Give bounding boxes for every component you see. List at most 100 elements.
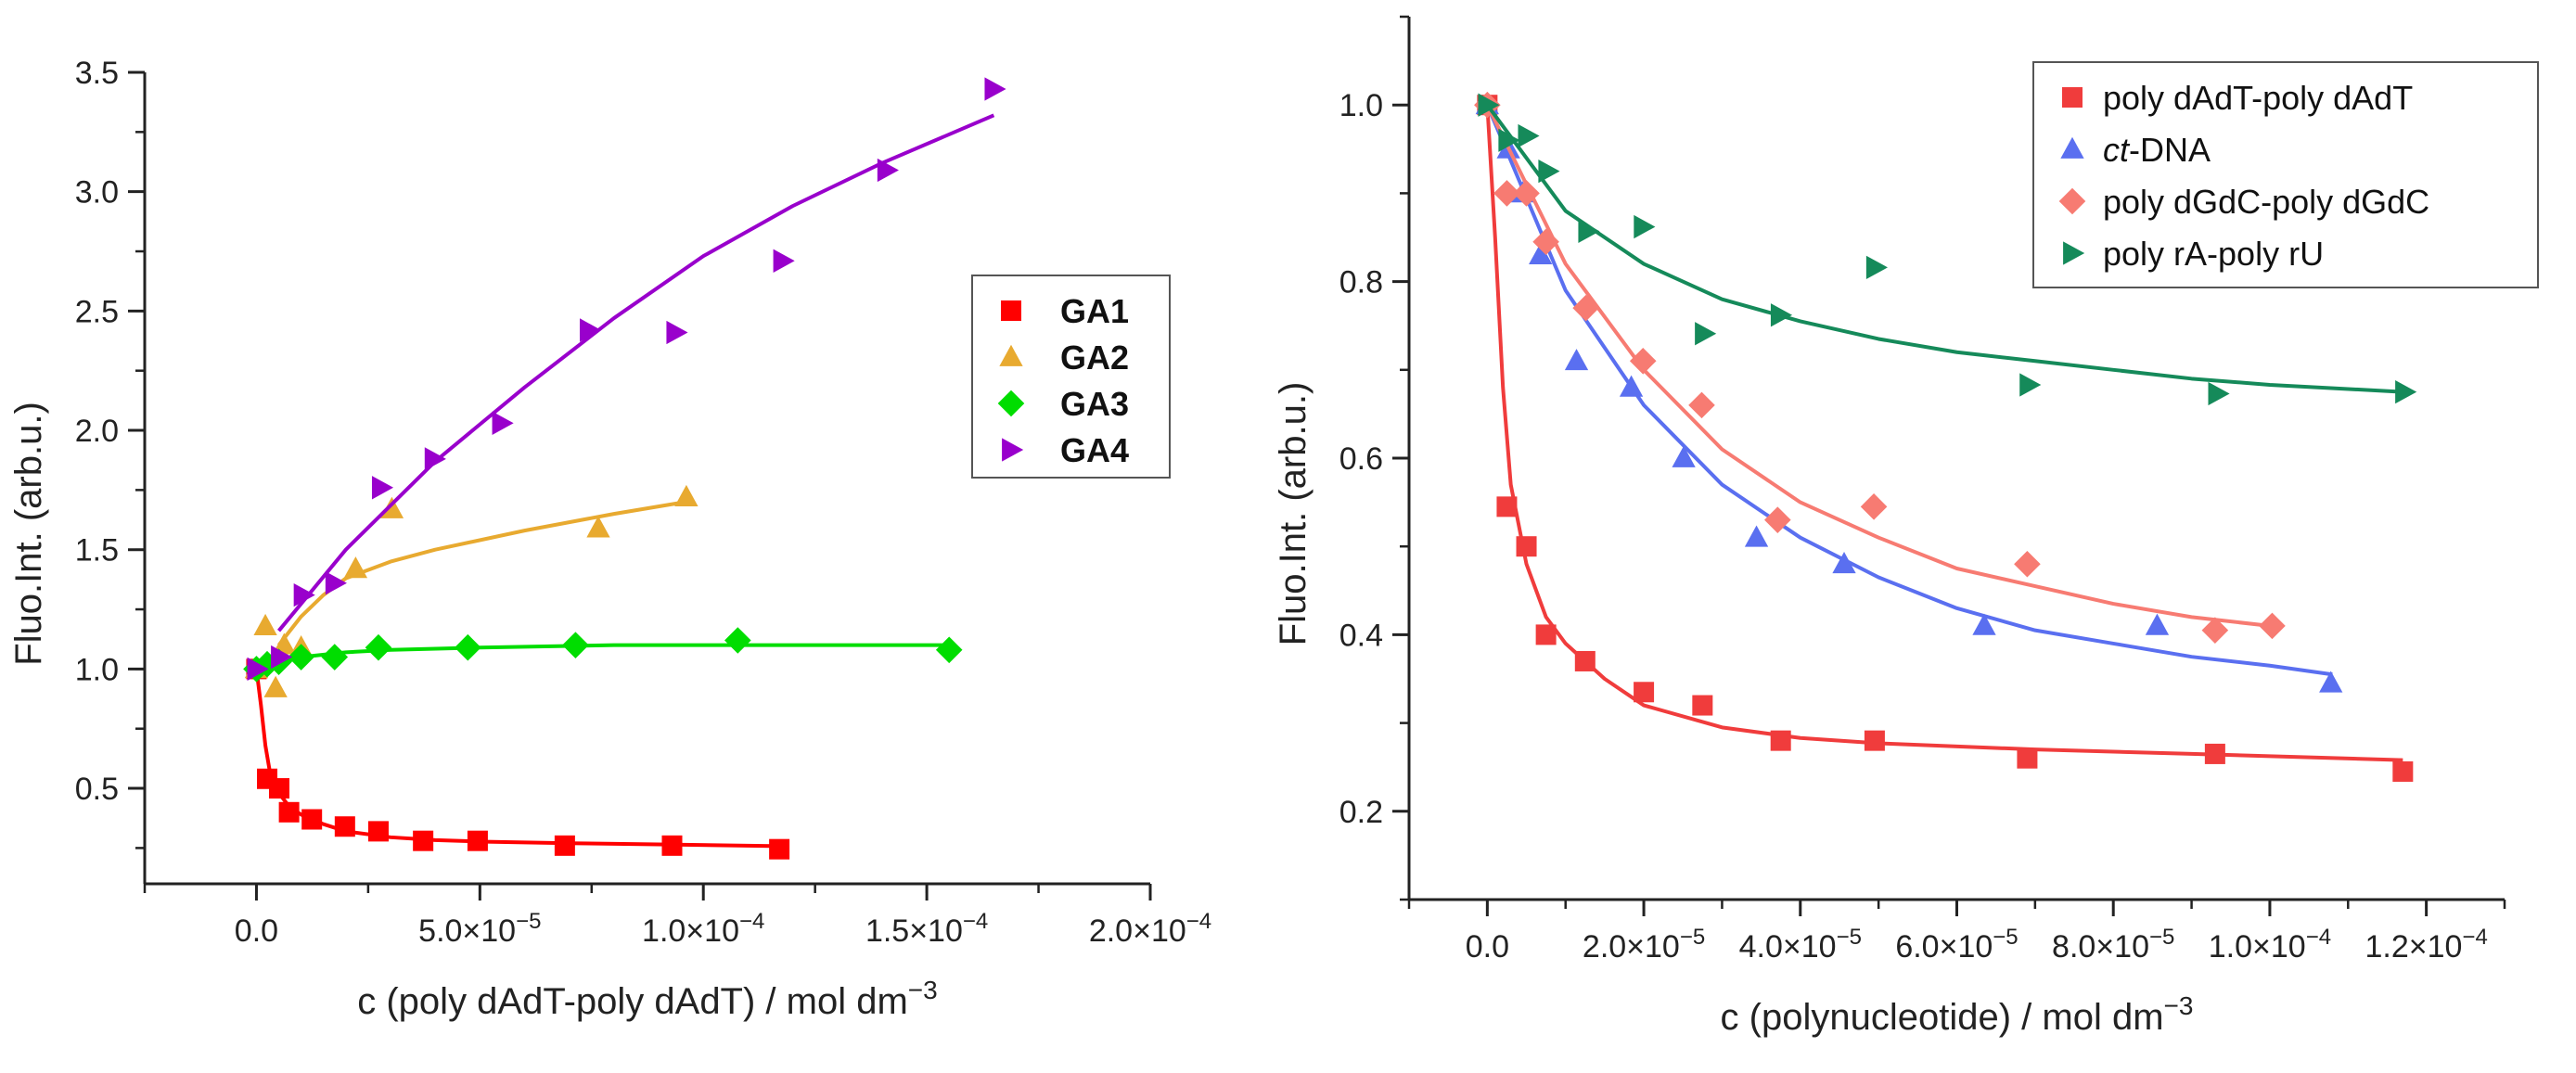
x-axis-title-text: c (poly dAdT-poly dAdT) / mol dm bbox=[357, 981, 908, 1022]
x-tick-label: 1.5×10−4 bbox=[865, 909, 988, 949]
data-point bbox=[1535, 624, 1557, 645]
data-point bbox=[1532, 228, 1559, 256]
data-point bbox=[1578, 219, 1600, 243]
data-point bbox=[325, 571, 347, 595]
data-point bbox=[1564, 349, 1589, 371]
series-poly-dgdc-poly-dgdc bbox=[1474, 91, 2286, 644]
x-tick-exponent: −5 bbox=[516, 909, 541, 934]
x-tick-mantissa: 1.2×10 bbox=[2365, 929, 2462, 964]
y-tick-label: 1.0 bbox=[1339, 88, 1383, 123]
data-point bbox=[2259, 612, 2286, 640]
legend-marker bbox=[1001, 300, 1021, 321]
legend-label: GA2 bbox=[1060, 339, 1129, 377]
y-tick-label: 1.0 bbox=[75, 652, 119, 687]
data-point bbox=[1744, 525, 1769, 547]
data-point bbox=[2145, 613, 2170, 635]
legend-marker bbox=[2058, 187, 2086, 215]
legend-label-rest: -DNA bbox=[2129, 131, 2211, 169]
x-tick-exponent: −4 bbox=[2306, 925, 2331, 950]
data-point bbox=[269, 778, 290, 799]
legend-marker bbox=[2060, 136, 2084, 159]
legend-marker bbox=[997, 390, 1025, 417]
fit-curve bbox=[276, 113, 995, 632]
legend: GA1 GA2 GA3 GA4 bbox=[971, 275, 1171, 479]
y-tick-label: 0.8 bbox=[1339, 265, 1383, 300]
x-tick-exponent: −4 bbox=[2462, 925, 2487, 950]
data-point bbox=[272, 632, 296, 655]
x-tick-label: 2.0×10−4 bbox=[1089, 909, 1211, 949]
x-tick-label: 1.0×10−4 bbox=[642, 909, 764, 949]
x-tick-label: 8.0×10−5 bbox=[2052, 925, 2174, 964]
x-tick-mantissa: 2.0×10 bbox=[1583, 929, 1680, 964]
x-axis-title-text: c (polynucleotide) / mol dm bbox=[1721, 997, 2164, 1038]
data-point bbox=[1498, 128, 1520, 152]
x-tick-exponent: −5 bbox=[2149, 925, 2174, 950]
data-point bbox=[1538, 159, 1560, 184]
data-point bbox=[367, 821, 389, 842]
data-point bbox=[467, 830, 488, 851]
x-tick-mantissa: 1.5×10 bbox=[865, 913, 963, 949]
x-tick-exponent: −4 bbox=[739, 909, 764, 934]
y-axis-title: Fluo.Int. (arb.u.) bbox=[1273, 382, 1314, 646]
data-point bbox=[2019, 373, 2042, 397]
y-tick-label: 0.6 bbox=[1339, 441, 1383, 477]
data-point bbox=[666, 320, 688, 345]
data-point bbox=[1832, 552, 1856, 574]
legend-label: ct-DNA bbox=[2103, 131, 2211, 169]
legend-marker bbox=[2063, 241, 2085, 265]
y-tick-label: 0.2 bbox=[1339, 795, 1383, 830]
x-tick-label: 6.0×10−5 bbox=[1895, 925, 2018, 964]
data-point bbox=[1493, 180, 1520, 207]
x-tick-exponent: −4 bbox=[1186, 909, 1211, 934]
data-point bbox=[288, 644, 314, 671]
data-point bbox=[2204, 743, 2225, 764]
data-point bbox=[271, 645, 293, 670]
legend-marker bbox=[2062, 87, 2083, 108]
x-axis-title: c (poly dAdT-poly dAdT) / mol dm−3 bbox=[357, 976, 937, 1022]
x-tick-exponent: −5 bbox=[1837, 925, 1862, 950]
legend-marker bbox=[1002, 438, 1024, 462]
data-point bbox=[293, 582, 315, 607]
data-point bbox=[1864, 730, 1885, 751]
legend-label: GA4 bbox=[1060, 431, 1129, 469]
data-point bbox=[661, 835, 683, 856]
data-point bbox=[2017, 747, 2038, 769]
data-point bbox=[984, 77, 1006, 101]
data-point bbox=[2208, 381, 2230, 406]
series-poly-ra-poly-ru bbox=[1478, 93, 2417, 406]
x-tick-label: 1.0×10−4 bbox=[2209, 925, 2331, 964]
x-tick-mantissa: 5.0×10 bbox=[418, 913, 516, 949]
data-point bbox=[321, 644, 349, 671]
x-tick-mantissa: 4.0×10 bbox=[1739, 929, 1837, 964]
data-point bbox=[2395, 379, 2417, 404]
data-point bbox=[769, 838, 790, 860]
data-point bbox=[1629, 347, 1657, 375]
legend-label: poly rA-poly rU bbox=[2103, 235, 2324, 273]
x-tick-mantissa: 8.0×10 bbox=[2052, 929, 2149, 964]
data-point bbox=[1770, 730, 1791, 751]
data-point bbox=[2319, 671, 2343, 693]
data-point bbox=[1770, 303, 1793, 327]
x-tick-exponent: −4 bbox=[963, 909, 988, 934]
data-point bbox=[1496, 496, 1518, 517]
series-ga4 bbox=[247, 77, 1006, 682]
data-point bbox=[562, 632, 589, 658]
y-tick-label: 3.0 bbox=[75, 175, 119, 211]
x-tick-mantissa: 0.0 bbox=[1466, 929, 1509, 964]
data-point bbox=[674, 484, 698, 506]
y-tick-label: 2.0 bbox=[75, 414, 119, 449]
data-point bbox=[278, 801, 300, 823]
data-point bbox=[1619, 375, 1644, 397]
chart-left-ga-titration: 0.0 5.0×10−5 1.0×10−4 1.5×10−4 2.0×10−40.51.… bbox=[8, 56, 1211, 1022]
data-point bbox=[263, 675, 288, 697]
data-point bbox=[1518, 123, 1540, 148]
y-tick-label: 1.5 bbox=[75, 533, 119, 568]
data-point bbox=[379, 496, 404, 518]
x-tick-mantissa: 2.0×10 bbox=[1089, 913, 1186, 949]
data-point bbox=[334, 816, 355, 837]
data-point bbox=[1513, 180, 1540, 207]
data-point bbox=[455, 633, 481, 661]
y-tick-label: 0.4 bbox=[1339, 618, 1383, 653]
x-tick-exponent: −5 bbox=[1680, 925, 1705, 950]
